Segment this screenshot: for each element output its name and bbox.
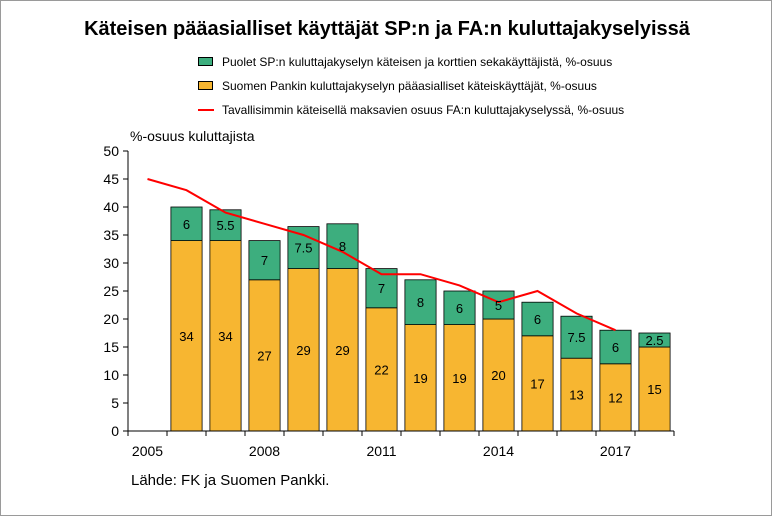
x-tick-label-2014: 2014 <box>483 443 514 459</box>
bar-cash-users-2011 <box>365 307 398 432</box>
bar-cash-users-2014 <box>482 318 515 432</box>
y-tick-label-5: 5 <box>111 395 119 411</box>
data-label-mixed-users-2012: 8 <box>417 295 424 310</box>
legend-swatch-mixed-users <box>198 57 213 66</box>
data-label-cash-users-2013: 19 <box>452 371 466 386</box>
data-label-mixed-users-2008: 7 <box>261 253 268 268</box>
chart-title: Käteisen pääasialliset käyttäjät SP:n ja… <box>84 18 690 40</box>
data-label-cash-users-2015: 17 <box>530 376 544 391</box>
bar-cash-users-2017 <box>599 363 632 432</box>
x-tick-label-2008: 2008 <box>249 443 280 459</box>
bar-mixed-users-2008 <box>248 240 281 281</box>
bar-cash-users-2015 <box>521 335 554 432</box>
y-tick-label-50: 50 <box>103 143 119 159</box>
y-tick-label-20: 20 <box>103 311 119 327</box>
y-tick-label-45: 45 <box>103 171 119 187</box>
data-label-mixed-users-2014: 5 <box>495 298 502 313</box>
y-tick-label-40: 40 <box>103 199 119 215</box>
bar-cash-users-2007 <box>209 240 242 432</box>
legend-label-fa-cash-share: Tavallisimmin käteisellä maksavien osuus… <box>222 103 625 117</box>
bar-mixed-users-2018 <box>638 332 671 348</box>
x-tick-label-2005: 2005 <box>132 443 163 459</box>
bar-mixed-users-2015 <box>521 301 554 337</box>
data-label-cash-users-2010: 29 <box>335 343 349 358</box>
y-tick-label-35: 35 <box>103 227 119 243</box>
y-tick-label-15: 15 <box>103 339 119 355</box>
y-tick-label-10: 10 <box>103 367 119 383</box>
data-label-mixed-users-2006: 6 <box>183 217 190 232</box>
legend-swatch-cash-users <box>198 81 213 90</box>
data-label-mixed-users-2015: 6 <box>534 312 541 327</box>
y-tick-label-30: 30 <box>103 255 119 271</box>
data-label-cash-users-2016: 13 <box>569 388 583 403</box>
bar-mixed-users-2009 <box>287 226 320 270</box>
x-tick-label-2017: 2017 <box>600 443 631 459</box>
data-label-mixed-users-2010: 8 <box>339 239 346 254</box>
data-label-cash-users-2018: 15 <box>647 382 661 397</box>
data-label-mixed-users-2018: 2.5 <box>645 333 663 348</box>
bar-mixed-users-2006 <box>170 206 203 241</box>
legend-label-cash-users: Suomen Pankin kuluttajakyselyn pääasiall… <box>222 79 597 93</box>
data-label-mixed-users-2017: 6 <box>612 340 619 355</box>
data-label-mixed-users-2013: 6 <box>456 301 463 316</box>
bar-mixed-users-2010 <box>326 223 359 270</box>
bar-cash-users-2006 <box>170 240 203 432</box>
x-tick-label-2011: 2011 <box>366 443 396 459</box>
legend-label-mixed-users: Puolet SP:n kuluttajakyselyn käteisen ja… <box>222 55 613 69</box>
data-label-cash-users-2006: 34 <box>179 329 193 344</box>
y-tick-label-25: 25 <box>103 283 119 299</box>
y-tick-label-0: 0 <box>111 423 119 439</box>
bar-cash-users-2016 <box>560 357 593 432</box>
bar-cash-users-2012 <box>404 324 437 432</box>
line-fa-cash-share <box>147 178 616 332</box>
bar-cash-users-2013 <box>443 324 476 432</box>
data-label-mixed-users-2016: 7.5 <box>567 330 585 345</box>
data-label-mixed-users-2007: 5.5 <box>216 218 234 233</box>
data-label-cash-users-2011: 22 <box>374 362 388 377</box>
data-label-cash-users-2009: 29 <box>296 343 310 358</box>
data-label-cash-users-2008: 27 <box>257 348 271 363</box>
bar-mixed-users-2013 <box>443 290 476 325</box>
bar-mixed-users-2014 <box>482 290 515 320</box>
data-label-cash-users-2017: 12 <box>608 390 622 405</box>
bar-cash-users-2010 <box>326 268 359 432</box>
data-label-mixed-users-2011: 7 <box>378 281 385 296</box>
y-axis-unit-label: %-osuus kuluttajista <box>130 128 255 144</box>
data-label-mixed-users-2009: 7.5 <box>294 241 312 256</box>
bar-mixed-users-2012 <box>404 279 437 325</box>
bar-mixed-users-2016 <box>560 315 593 359</box>
legend-swatch-fa-cash-share <box>198 109 214 111</box>
data-label-cash-users-2012: 19 <box>413 371 427 386</box>
data-label-cash-users-2014: 20 <box>491 368 505 383</box>
data-label-cash-users-2007: 34 <box>218 329 232 344</box>
source-note: Lähde: FK ja Suomen Pankki. <box>131 472 330 489</box>
bar-mixed-users-2017 <box>599 329 632 365</box>
